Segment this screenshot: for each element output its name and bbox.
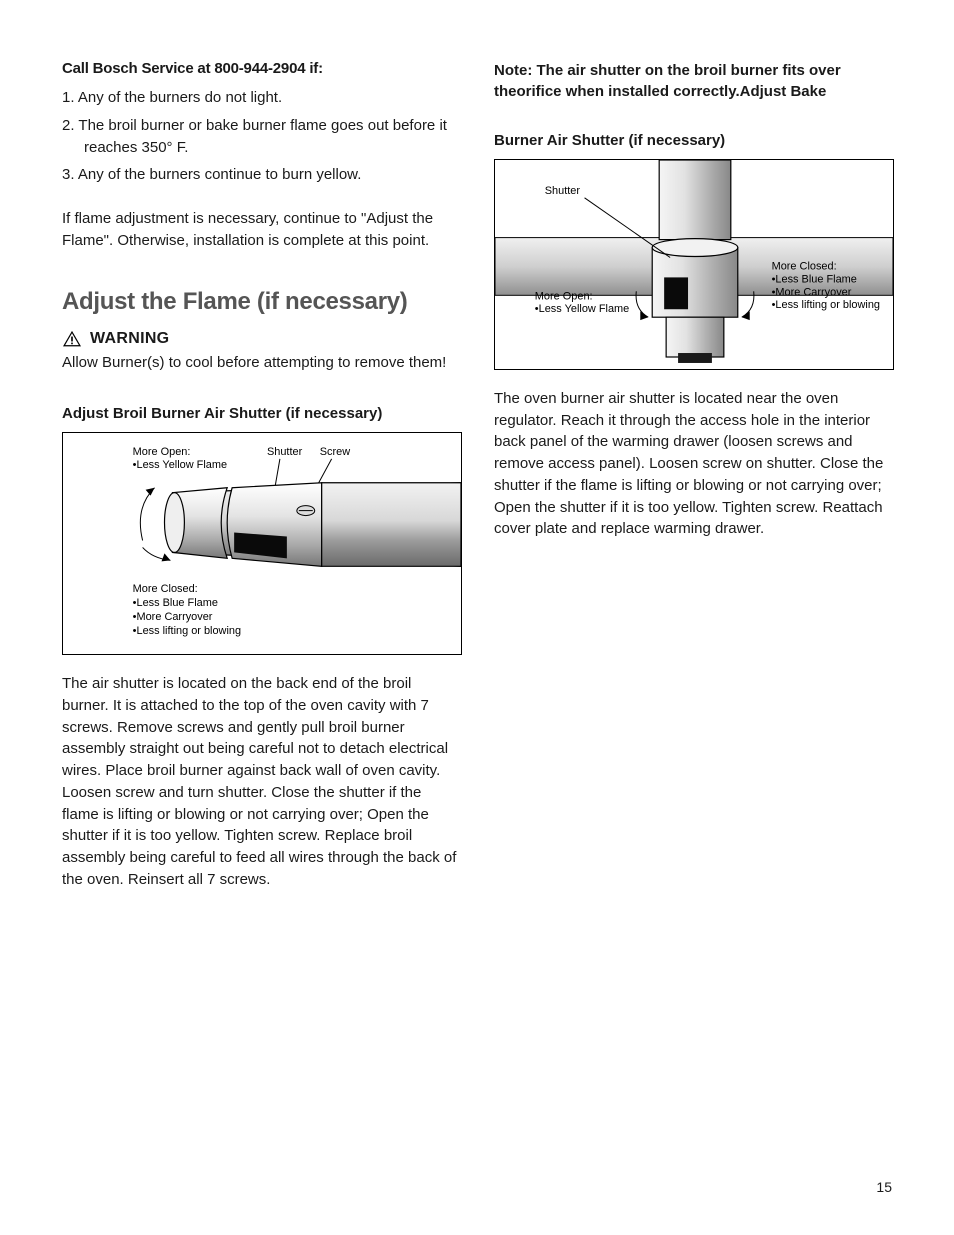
warning-text: Allow Burner(s) to cool before attemptin… xyxy=(62,352,462,374)
fig-label: More Open: xyxy=(535,290,593,302)
fig-label: •Less Yellow Flame xyxy=(535,303,629,315)
warning-icon xyxy=(62,330,82,348)
fig-label: Shutter xyxy=(267,446,303,458)
service-heading: Call Bosch Service at 800-944-2904 if: xyxy=(62,60,462,77)
fig-label: •Less Yellow Flame xyxy=(133,459,227,471)
broil-paragraph: The air shutter is located on the back e… xyxy=(62,673,462,891)
fig-label: More Closed: xyxy=(133,583,198,595)
broil-subheading: Adjust Broil Burner Air Shutter (if nece… xyxy=(62,405,462,422)
fig-label: •Less Blue Flame xyxy=(133,597,218,609)
fig-label: More Closed: xyxy=(772,260,837,272)
note-text: Note: The air shutter on the broil burne… xyxy=(494,60,894,102)
fig-label: •More Carryover xyxy=(772,286,852,298)
after-list-paragraph: If flame adjustment is necessary, contin… xyxy=(62,208,462,252)
bake-paragraph: The oven burner air shutter is located n… xyxy=(494,388,894,540)
right-column: Note: The air shutter on the broil burne… xyxy=(494,60,894,909)
list-item: 2. The broil burner or bake burner flame… xyxy=(62,115,462,159)
fig-label: •Less lifting or blowing xyxy=(133,625,241,637)
fig-label: Shutter xyxy=(545,185,581,197)
fig-label: •Less lifting or blowing xyxy=(772,299,880,311)
fig-label: More Open: xyxy=(133,446,191,458)
left-column: Call Bosch Service at 800-944-2904 if: 1… xyxy=(62,60,462,909)
broil-figure: More Open: •Less Yellow Flame Shutter Sc… xyxy=(62,432,462,655)
fig-label: •Less Blue Flame xyxy=(772,273,857,285)
list-item: 3. Any of the burners continue to burn y… xyxy=(62,164,462,186)
section-heading: Adjust the Flame (if necessary) xyxy=(62,288,462,316)
page-number: 15 xyxy=(876,1179,892,1195)
bake-figure: Shutter More Open: •Less Yellow Flame Mo… xyxy=(494,159,894,370)
warning-row: WARNING xyxy=(62,330,462,348)
page-content: Call Bosch Service at 800-944-2904 if: 1… xyxy=(62,60,892,909)
bake-subheading: Burner Air Shutter (if necessary) xyxy=(494,132,894,149)
warning-label: WARNING xyxy=(90,330,169,348)
list-item: 1. Any of the burners do not light. xyxy=(62,87,462,109)
fig-label: Screw xyxy=(320,446,350,458)
fig-label: •More Carryover xyxy=(133,611,213,623)
service-list: 1. Any of the burners do not light. 2. T… xyxy=(62,87,462,186)
